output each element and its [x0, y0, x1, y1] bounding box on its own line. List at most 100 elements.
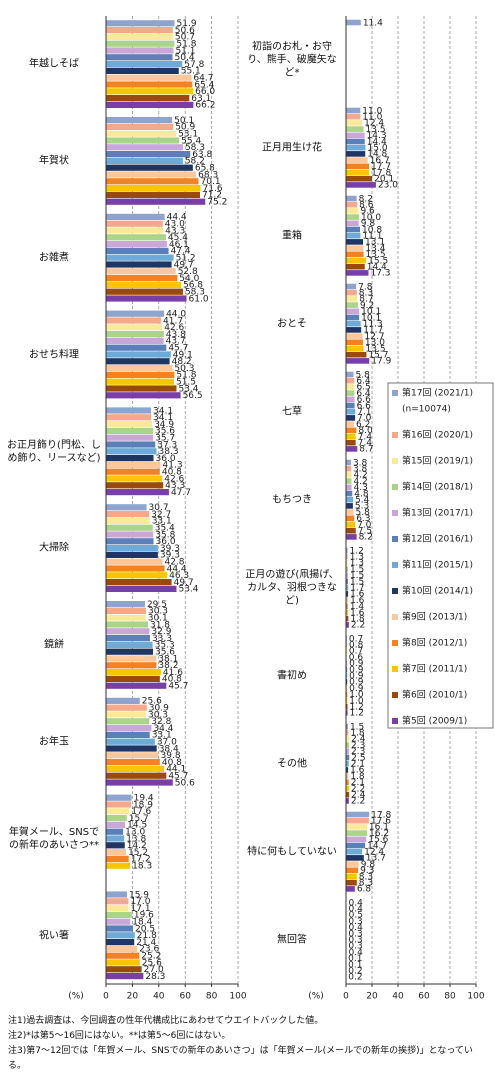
- bar: [106, 268, 176, 275]
- value-label: 1.8: [350, 772, 365, 782]
- x-tick-label: 60: [418, 992, 430, 1002]
- bar: [346, 283, 357, 290]
- legend-note: (n=10074): [402, 405, 451, 415]
- bar: [106, 74, 192, 81]
- bar: [106, 697, 140, 704]
- value-label: 7.4: [358, 432, 373, 442]
- value-label: 17.6: [131, 807, 151, 817]
- bar: [346, 402, 355, 409]
- bar: [106, 731, 150, 738]
- bar: [106, 821, 126, 828]
- value-label: 35.6: [155, 648, 175, 658]
- value-label: 4.3: [354, 483, 368, 493]
- bar: [106, 101, 194, 108]
- category-label: お雑煮: [39, 252, 69, 264]
- bar: [346, 232, 361, 239]
- bar: [346, 572, 348, 579]
- bar: [106, 407, 152, 414]
- legend-label: 第11回 (2015/1): [402, 559, 473, 571]
- legend-label: 第17回 (2021/1): [402, 387, 473, 399]
- value-label: 34.1: [153, 413, 173, 423]
- bar: [346, 384, 355, 390]
- bar: [106, 579, 172, 586]
- value-label: 46.3: [169, 571, 189, 581]
- bar: [346, 591, 349, 597]
- x-tick-label: 60: [179, 992, 191, 1002]
- value-label: 0.9: [349, 665, 364, 675]
- value-label: 0.7: [349, 647, 363, 657]
- value-label: 11.0: [362, 106, 382, 116]
- value-label: 30.3: [148, 710, 168, 720]
- value-label: 35.3: [155, 641, 175, 651]
- bar: [106, 607, 146, 614]
- value-label: 11.0: [362, 113, 382, 123]
- category-label: 七草: [282, 406, 302, 418]
- legend-marker: [392, 640, 398, 646]
- bar: [346, 503, 353, 509]
- value-label: 15.9: [129, 890, 149, 900]
- bar: [106, 434, 154, 441]
- value-label: 50.1: [174, 116, 194, 126]
- value-label: 43.3: [165, 481, 185, 491]
- value-label: 14.4: [367, 263, 387, 273]
- value-label: 51.1: [175, 46, 195, 56]
- bar: [346, 566, 348, 572]
- bar: [346, 830, 368, 836]
- value-label: 17.6: [371, 817, 391, 827]
- bar: [106, 911, 132, 918]
- bar: [346, 785, 349, 792]
- legend-label: 第16回 (2020/1): [402, 429, 473, 441]
- bar: [106, 198, 206, 205]
- bar: [106, 213, 165, 220]
- value-label: 37.0: [157, 738, 177, 748]
- value-label: 6.3: [356, 514, 370, 524]
- value-label: 8.0: [358, 426, 373, 436]
- value-label: 41.3: [163, 461, 183, 471]
- value-label: 14.8: [367, 150, 387, 160]
- bar: [346, 767, 349, 773]
- bar: [106, 421, 153, 428]
- bar: [106, 317, 162, 324]
- x-tick-label: 20: [127, 992, 139, 1002]
- value-label: 38.3: [159, 447, 179, 457]
- value-label: 13.0: [365, 338, 385, 348]
- bar: [106, 54, 173, 61]
- value-label: 41.7: [163, 316, 183, 326]
- value-label: 13.5: [366, 250, 386, 260]
- bar: [346, 811, 370, 818]
- bar: [106, 952, 140, 959]
- value-label: 11.3: [363, 320, 383, 330]
- bar: [106, 551, 158, 558]
- value-label: 1.2: [350, 709, 364, 719]
- value-label: 18.4: [132, 918, 152, 928]
- bar: [106, 862, 131, 869]
- value-label: 14.4: [367, 137, 387, 147]
- legend-marker: [392, 390, 398, 396]
- x-tick-label: 40: [153, 992, 165, 1002]
- category-label: 年越しそば: [29, 58, 79, 70]
- bar: [106, 378, 174, 385]
- category-label: 無回答: [277, 934, 307, 946]
- bar: [106, 898, 129, 905]
- value-label: 44.0: [166, 310, 186, 320]
- value-label: 38.4: [159, 744, 179, 754]
- value-label: 2.2: [351, 621, 365, 631]
- bar: [106, 932, 135, 939]
- bar: [346, 302, 358, 308]
- bar: [346, 742, 349, 748]
- bar: [346, 496, 354, 503]
- value-label: 45.7: [168, 682, 188, 692]
- value-label: 0.9: [349, 684, 364, 694]
- value-label: 1.5: [350, 577, 364, 587]
- bar: [106, 441, 156, 448]
- bar: [106, 794, 132, 801]
- value-label: 33.3: [152, 634, 172, 644]
- bar: [346, 578, 348, 585]
- value-label: 16.1: [369, 823, 389, 833]
- value-label: 36.0: [156, 454, 176, 464]
- value-label: 10.0: [361, 213, 381, 223]
- value-label: 58.3: [185, 288, 205, 298]
- bar: [106, 254, 174, 261]
- bar: [346, 465, 351, 472]
